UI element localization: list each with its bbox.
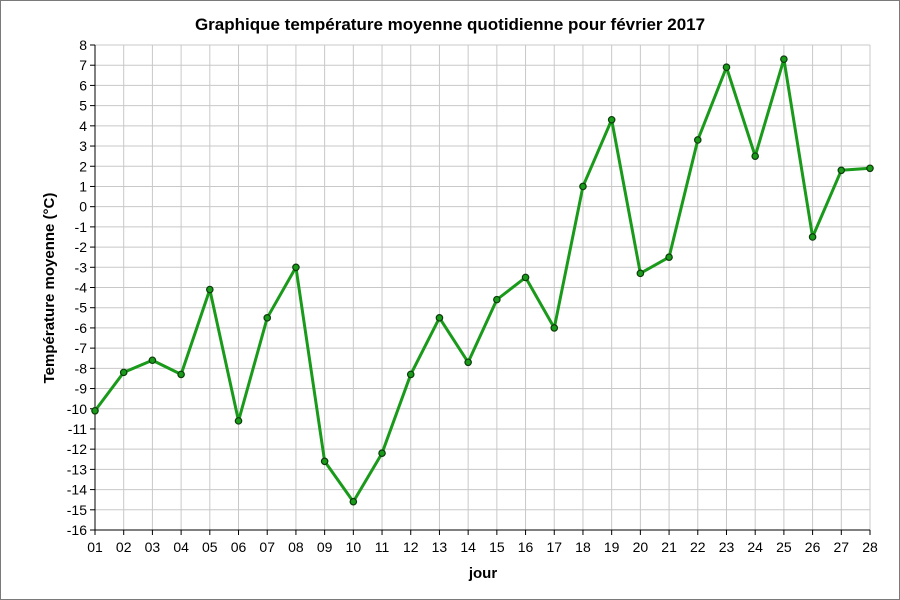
x-tick-label: 11 bbox=[375, 539, 390, 555]
data-point bbox=[780, 55, 788, 63]
data-point bbox=[320, 457, 329, 466]
y-tick-label: -9 bbox=[75, 381, 88, 397]
data-point bbox=[378, 449, 386, 458]
chart-title: Graphique température moyenne quotidienn… bbox=[195, 15, 705, 34]
y-tick-label: -7 bbox=[75, 340, 88, 356]
y-tick-label: -5 bbox=[75, 300, 88, 316]
data-point bbox=[579, 182, 587, 191]
data-points bbox=[91, 55, 874, 506]
y-axis-label: Température moyenne (°C) bbox=[41, 193, 58, 384]
x-tick-label: 15 bbox=[489, 539, 505, 555]
data-point bbox=[837, 166, 846, 175]
x-tick-label: 17 bbox=[546, 539, 562, 555]
x-tick-label: 13 bbox=[432, 539, 448, 555]
data-point bbox=[177, 370, 185, 379]
data-point bbox=[91, 406, 99, 415]
x-tick-label: 25 bbox=[776, 539, 792, 555]
x-tick-labels: 01 02 03 04 05 06 07 08 09 10 11 12 13 14 15 16 17 18 19 20… bbox=[87, 539, 878, 555]
data-point bbox=[406, 370, 415, 379]
y-tick-label: 6 bbox=[79, 77, 87, 93]
y-tick-label: -6 bbox=[75, 320, 88, 336]
y-tick-label: -16 bbox=[67, 522, 87, 538]
data-point bbox=[636, 269, 645, 278]
y-tick-label: -4 bbox=[75, 280, 88, 296]
y-tick-label: -10 bbox=[67, 401, 87, 417]
y-tick-label: 1 bbox=[79, 178, 87, 194]
data-point bbox=[751, 152, 759, 160]
x-tick-label: 24 bbox=[747, 539, 763, 555]
x-tick-label: 14 bbox=[460, 539, 476, 555]
y-tick-label: -11 bbox=[68, 421, 87, 437]
y-tick-label: 5 bbox=[79, 98, 87, 114]
x-tick-label: 22 bbox=[690, 539, 706, 555]
data-point bbox=[119, 368, 128, 377]
data-point bbox=[665, 253, 673, 261]
grid bbox=[94, 44, 871, 531]
y-tick-label: -3 bbox=[75, 259, 88, 275]
x-tick-label: 27 bbox=[834, 539, 850, 555]
y-tick-label: 2 bbox=[79, 158, 87, 174]
y-tick-label: -14 bbox=[67, 482, 87, 498]
y-tick-label: -13 bbox=[67, 461, 87, 477]
x-tick-label: 09 bbox=[317, 539, 333, 555]
series-line bbox=[93, 57, 871, 504]
data-point bbox=[206, 285, 214, 294]
y-tick-label: -1 bbox=[75, 219, 88, 235]
x-tick-label: 06 bbox=[231, 539, 247, 555]
data-point bbox=[493, 295, 501, 304]
y-tick-label: -2 bbox=[75, 239, 88, 255]
x-tick-label: 01 bbox=[87, 539, 103, 555]
x-tick-label: 08 bbox=[288, 539, 304, 555]
data-point bbox=[464, 358, 472, 367]
data-point bbox=[349, 497, 358, 506]
data-point bbox=[607, 115, 616, 124]
data-point bbox=[521, 273, 530, 282]
y-tick-label: 8 bbox=[79, 37, 87, 53]
data-point bbox=[693, 136, 702, 144]
axes bbox=[90, 44, 871, 535]
x-tick-label: 05 bbox=[202, 539, 218, 555]
data-point bbox=[866, 164, 874, 173]
data-point bbox=[808, 233, 817, 241]
data-point bbox=[263, 314, 272, 322]
x-tick-label: 07 bbox=[259, 539, 275, 555]
x-axis-label: jour bbox=[468, 565, 497, 582]
x-tick-label: 03 bbox=[145, 539, 161, 555]
x-tick-label: 26 bbox=[805, 539, 821, 555]
data-point bbox=[722, 63, 731, 72]
x-tick-label: 28 bbox=[862, 539, 878, 555]
x-tick-label: 02 bbox=[116, 539, 132, 555]
data-point bbox=[435, 314, 444, 322]
x-tick-label: 16 bbox=[518, 539, 534, 555]
data-point bbox=[292, 263, 300, 272]
data-point bbox=[550, 324, 559, 332]
x-tick-label: 04 bbox=[173, 539, 189, 555]
y-tick-label: -12 bbox=[67, 441, 87, 457]
series-line-group bbox=[93, 57, 871, 504]
x-tick-label: 21 bbox=[661, 539, 677, 555]
y-tick-label: -15 bbox=[67, 502, 87, 518]
x-tick-label: 20 bbox=[633, 539, 649, 555]
y-tick-label: -8 bbox=[75, 360, 88, 376]
x-tick-label: 18 bbox=[575, 539, 591, 555]
data-point bbox=[234, 417, 243, 425]
y-tick-label: 0 bbox=[79, 199, 87, 215]
x-tick-label: 12 bbox=[403, 539, 419, 555]
y-tick-label: 7 bbox=[79, 57, 87, 73]
y-tick-label: 3 bbox=[79, 138, 87, 154]
x-tick-label: 19 bbox=[604, 539, 620, 555]
x-tick-label: 23 bbox=[719, 539, 735, 555]
x-tick-label: 10 bbox=[346, 539, 362, 555]
data-point bbox=[148, 356, 157, 365]
y-tick-label: 4 bbox=[79, 118, 87, 134]
y-tick-labels: 8 7 6 5 4 3 2 1 0 -1 -2 -3 -4 -5 -6 -7 -8 -9 -10 -11 -12 -13 -… bbox=[67, 37, 87, 538]
